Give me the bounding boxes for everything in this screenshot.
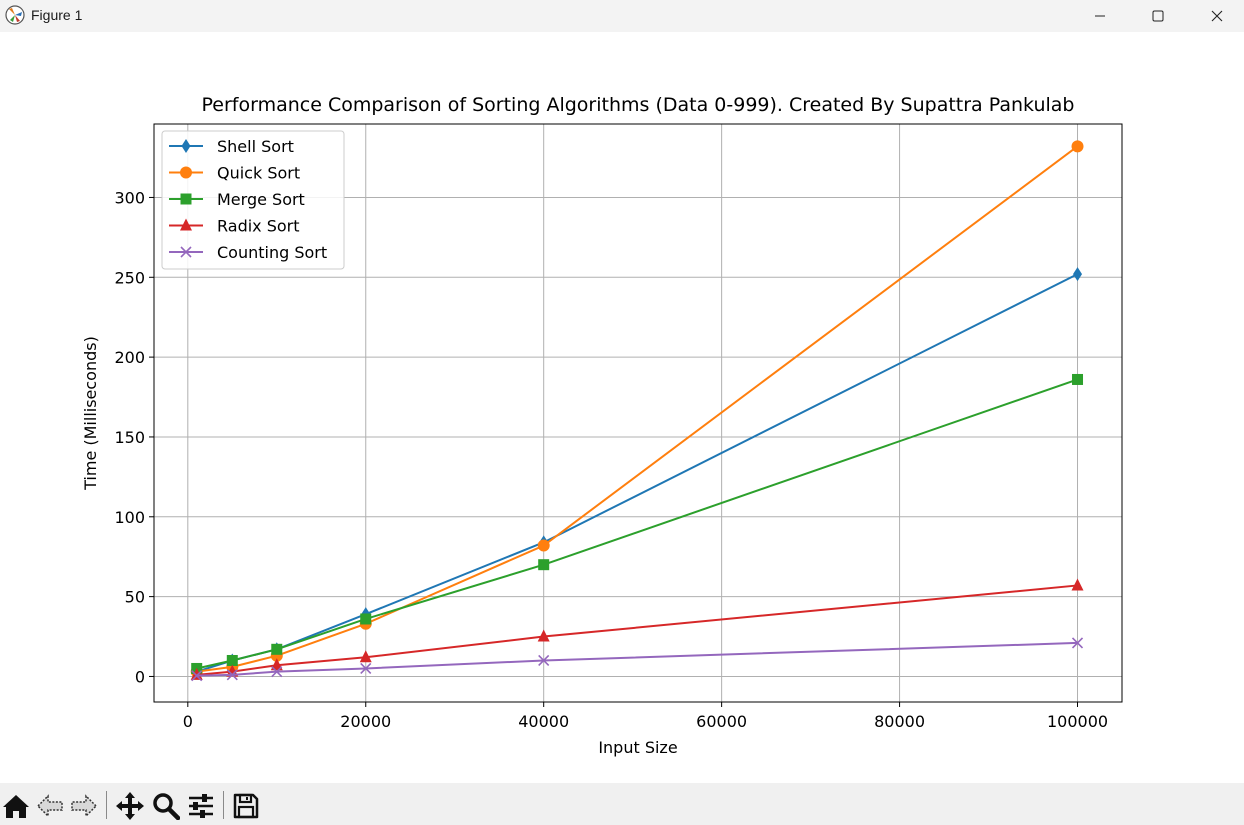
legend: Shell Sort Quick Sort Merge Sort Radix Sort… — [161, 130, 345, 270]
zoom-icon — [153, 793, 180, 820]
legend-marker — [180, 218, 192, 231]
minimize-button[interactable] — [1077, 0, 1123, 32]
legend-entry: Merge Sort — [169, 190, 305, 209]
y-tick-label: 200 — [114, 348, 145, 367]
line-chart: 0 20000 40000 60000 80000 100000 0 50 100 150 200 2… — [81, 94, 1123, 757]
app-icon — [5, 5, 25, 25]
y-axis-label: Time (Milliseconds) — [81, 336, 100, 491]
data-point — [226, 654, 238, 666]
home-icon — [3, 795, 29, 818]
chart-title: Performance Comparison of Sorting Algori… — [202, 94, 1075, 116]
series-radix-sort — [190, 578, 1084, 680]
data-point — [1071, 637, 1084, 649]
data-point — [538, 654, 550, 667]
series-line — [196, 273, 1078, 673]
series-counting-sort — [191, 637, 1084, 682]
y-tick-label: 300 — [114, 188, 145, 207]
legend-entry: Radix Sort — [169, 217, 300, 236]
series-shell-sort — [192, 267, 1083, 679]
legend-label: Counting Sort — [217, 243, 327, 262]
series-line — [196, 641, 1078, 677]
legend-entry: Counting Sort — [169, 243, 327, 262]
navigation-toolbar — [0, 783, 1244, 825]
data-point — [360, 662, 372, 675]
legend-marker — [180, 166, 192, 179]
y-tick-label: 100 — [114, 508, 145, 527]
window-title: Figure 1 — [31, 7, 83, 23]
forward-button[interactable] — [69, 791, 99, 821]
data-point — [359, 650, 372, 663]
data-point — [271, 643, 283, 655]
y-tick-label: 50 — [125, 588, 145, 607]
data-point — [1073, 267, 1083, 282]
data-point — [226, 669, 238, 681]
data-point — [1071, 578, 1084, 591]
legend-entry: Shell Sort — [169, 137, 294, 156]
x-tick-label: 80000 — [874, 712, 925, 731]
legend-marker — [180, 246, 192, 258]
close-icon — [1211, 10, 1223, 22]
zoom-button[interactable] — [151, 791, 181, 821]
figure-canvas[interactable]: 0 20000 40000 60000 80000 100000 0 50 100 150 200 2… — [0, 32, 1244, 783]
legend-marker — [180, 193, 192, 205]
legend-entry: Quick Sort — [169, 164, 300, 183]
x-tick-label: 40000 — [518, 712, 569, 731]
data-point — [1072, 373, 1084, 385]
series-layer — [190, 140, 1084, 682]
save-icon — [233, 793, 259, 819]
configure-subplots-icon — [189, 794, 213, 818]
axis-ticks: 0 20000 40000 60000 80000 100000 0 50 100 150 200 2… — [114, 188, 1108, 731]
window-titlebar: Figure 1 — [0, 0, 1244, 32]
close-button[interactable] — [1194, 0, 1240, 32]
data-point — [270, 658, 283, 671]
toolbar-separator — [106, 791, 107, 819]
legend-marker — [181, 139, 191, 153]
data-point — [537, 539, 550, 552]
series-line — [196, 378, 1078, 670]
data-point — [537, 629, 550, 642]
legend-label: Quick Sort — [217, 164, 300, 183]
legend-box — [161, 130, 345, 270]
toolbar-separator — [223, 791, 224, 819]
back-button[interactable] — [35, 791, 65, 821]
data-point — [191, 670, 203, 682]
grid-lines — [154, 124, 1122, 702]
maximize-button[interactable] — [1135, 0, 1181, 32]
save-button[interactable] — [231, 791, 261, 821]
x-tick-label: 60000 — [696, 712, 747, 731]
legend-label: Merge Sort — [217, 190, 305, 209]
x-axis-label: Input Size — [598, 738, 677, 757]
plot-frame — [153, 123, 1123, 703]
y-tick-label: 150 — [114, 428, 145, 447]
data-point — [360, 613, 372, 625]
minimize-icon — [1095, 15, 1105, 17]
configure-subplots-button[interactable] — [186, 791, 216, 821]
series-merge-sort — [191, 373, 1084, 674]
data-point — [538, 559, 550, 571]
legend-label: Shell Sort — [217, 137, 294, 156]
home-button[interactable] — [1, 791, 31, 821]
forward-arrow-icon — [71, 794, 98, 818]
x-tick-label: 0 — [183, 712, 193, 731]
data-point — [190, 667, 203, 680]
pan-icon — [116, 792, 144, 820]
x-tick-label: 100000 — [1047, 712, 1108, 731]
legend-label: Radix Sort — [217, 217, 300, 236]
series-line — [196, 584, 1078, 676]
maximize-icon — [1152, 10, 1164, 22]
y-tick-label: 250 — [114, 268, 145, 287]
data-point — [1071, 140, 1084, 153]
y-tick-label: 0 — [135, 667, 145, 686]
back-arrow-icon — [36, 794, 63, 818]
x-tick-label: 20000 — [340, 712, 391, 731]
pan-button[interactable] — [115, 791, 145, 821]
data-point — [271, 666, 283, 678]
